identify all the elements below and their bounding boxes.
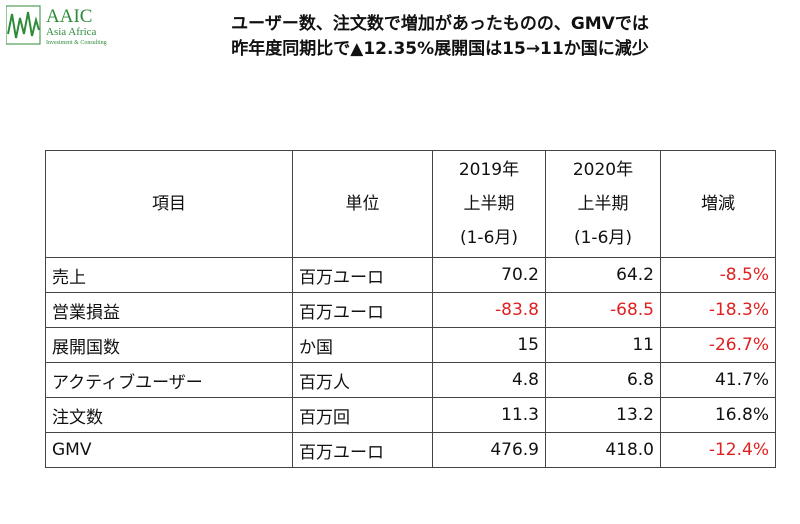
header-text: 上半期 [577, 194, 629, 214]
cell: か国 [292, 327, 433, 363]
data-row: アクティブユーザー 百万人 4.8 6.8 41.7% [45, 362, 776, 398]
title: ユーザー数、注文数で増加があったものの、GMVでは 昨年度同期比で▲12.35%… [140, 12, 740, 62]
data-row: 注文数 百万回 11.3 13.2 16.8% [45, 397, 776, 433]
cell: -12.4% [660, 432, 776, 468]
cell: -26.7% [660, 327, 776, 363]
header-cell: 項目 [45, 150, 293, 258]
cell: 百万ユーロ [292, 257, 433, 293]
cell: -18.3% [660, 292, 776, 328]
title-line: 昨年度同期比で▲12.35%展開国は15→11か国に減少 [231, 39, 649, 59]
cell: 展開国数 [45, 327, 293, 363]
header-text: 2019年 [458, 160, 520, 180]
data-table: 項目 単位 2019年 上半期 (1-6月) 2020年 上半期 (1-6月) 増減 売上 百万ユー… [45, 150, 776, 468]
header-row: 項目 単位 2019年上半期 (1-6月) 2020年上半期 (1-6月) 増減 [45, 150, 776, 258]
cell: 百万ユーロ [292, 432, 433, 468]
cell: 15 [432, 327, 546, 363]
cell: 418.0 [545, 432, 661, 468]
header-cell: 2019年上半期 (1-6月) [432, 150, 546, 258]
header-text: 上半期 [463, 194, 515, 214]
cell: -83.8 [432, 292, 546, 328]
header-cell: 2020年上半期 (1-6月) [545, 150, 661, 258]
data-row: 営業損益 百万ユーロ -83.8 -68.5 -18.3% [45, 292, 776, 328]
cell: 売上 [45, 257, 293, 293]
header-text: 増減 [701, 194, 735, 214]
cell: 13.2 [545, 397, 661, 433]
data-row: 展開国数 か国 15 11 -26.7% [45, 327, 776, 363]
cell: -8.5% [660, 257, 776, 293]
title-line: ユーザー数、注文数で増加があったものの、GMVでは [231, 14, 649, 34]
cell: 営業損益 [45, 292, 293, 328]
header-cell: 単位 [292, 150, 433, 258]
data-row: 売上 百万ユーロ 70.2 64.2 -8.5% [45, 257, 776, 293]
logo-tagline: Investment & Consulting [46, 40, 107, 46]
cell: 476.9 [432, 432, 546, 468]
cell: 70.2 [432, 257, 546, 293]
logo-name: Asia Africa [46, 26, 97, 38]
cell: 百万ユーロ [292, 292, 433, 328]
header-text: 項目 [152, 194, 186, 214]
cell: GMV [45, 432, 293, 468]
header-text: 2020年 [572, 160, 634, 180]
header-text: (1-6月) [459, 228, 519, 248]
logo: AAIC Asia Africa Investment & Consulting [6, 5, 107, 46]
cell: 6.8 [545, 362, 661, 398]
cell: -68.5 [545, 292, 661, 328]
cell: 4.8 [432, 362, 546, 398]
cell: 16.8% [660, 397, 776, 433]
cell: 百万回 [292, 397, 433, 433]
cell: 41.7% [660, 362, 776, 398]
cell: 64.2 [545, 257, 661, 293]
data-row: GMV 百万ユーロ 476.9 418.0 -12.4% [45, 432, 776, 468]
header-text: 単位 [345, 194, 380, 214]
header-text: (1-6月) [573, 228, 633, 248]
cell: 注文数 [45, 397, 293, 433]
cell: アクティブユーザー [45, 362, 293, 398]
header-cell: 増減 [660, 150, 776, 258]
cell: 11.3 [432, 397, 546, 433]
logo-mark: AAIC [46, 6, 92, 27]
cell: 11 [545, 327, 661, 363]
cell: 百万人 [292, 362, 433, 398]
